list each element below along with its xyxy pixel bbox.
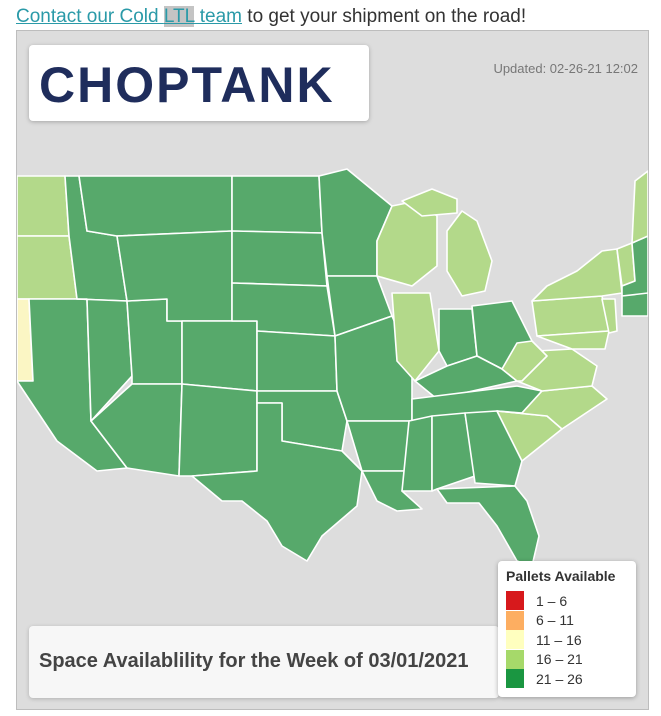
legend-swatch [506,669,524,689]
state-wisconsin [376,200,438,287]
state-massachusetts [621,292,648,317]
state-washington [17,175,70,237]
legend-title: Pallets Available [506,568,616,584]
state-maine [631,170,648,244]
state-michigan [446,210,493,297]
map-title: Space Availablility for the Week of 03/0… [39,650,469,672]
legend-label: 21 – 26 [536,670,583,687]
legend-row: 1 – 6 [506,591,583,611]
legend-rows: 1 – 6 6 – 11 11 – 16 16 – 21 21 – 26 [506,591,583,689]
updated-timestamp: Updated: 02-26-21 12:02 [493,61,638,76]
legend-row: 11 – 16 [506,630,583,650]
logo-wordmark: CHOPTANK [39,57,335,113]
state-florida [436,485,540,567]
state-new-york [531,248,623,302]
choptank-logo: CHOPTANK [39,57,335,113]
header-message: Contact our Cold LTL team to get your sh… [16,6,526,28]
header-rest-text: to get your shipment on the road! [242,6,527,27]
title-card: Space Availablility for the Week of 03/0… [29,626,499,698]
states-layer [17,168,648,567]
legend-label: 1 – 6 [536,592,568,609]
state-kansas [256,330,338,392]
state-oregon [17,235,78,300]
legend-swatch [506,591,524,611]
legend-label: 16 – 21 [536,651,583,668]
state-michigan-up [401,188,458,217]
us-map[interactable] [17,31,648,709]
legend-row: 21 – 26 [506,669,583,689]
state-alabama [431,412,476,492]
legend-label: 11 – 16 [536,631,582,648]
state-nevada [76,298,133,422]
state-colorado [181,320,258,392]
state-west-virginia [501,340,548,382]
contact-link[interactable]: Contact our Cold LTL team [16,6,243,27]
legend-swatch [506,649,524,669]
state-illinois [391,292,440,382]
state-montana [78,175,233,237]
legend: Pallets Available 1 – 6 6 – 11 11 – 16 1… [498,561,636,697]
legend-swatch [506,630,524,650]
legend-row: 6 – 11 [506,610,583,631]
state-arkansas [346,420,413,472]
availability-map[interactable]: CHOPTANK Updated: 02-26-21 12:02 Space A… [16,30,649,710]
state-georgia [464,410,523,487]
legend-row: 16 – 21 [506,649,583,670]
legend-label: 6 – 11 [536,612,574,629]
logo-card: CHOPTANK [29,45,369,121]
ltl-highlight: LTL [163,6,195,27]
state-pennsylvania [531,295,610,337]
state-new-jersey [601,298,618,334]
legend-swatch [506,610,524,630]
state-north-dakota [231,175,323,234]
state-new-mexico [178,383,258,477]
state-south-dakota [231,230,328,287]
state-texas [191,402,363,562]
state-maryland [536,330,610,350]
